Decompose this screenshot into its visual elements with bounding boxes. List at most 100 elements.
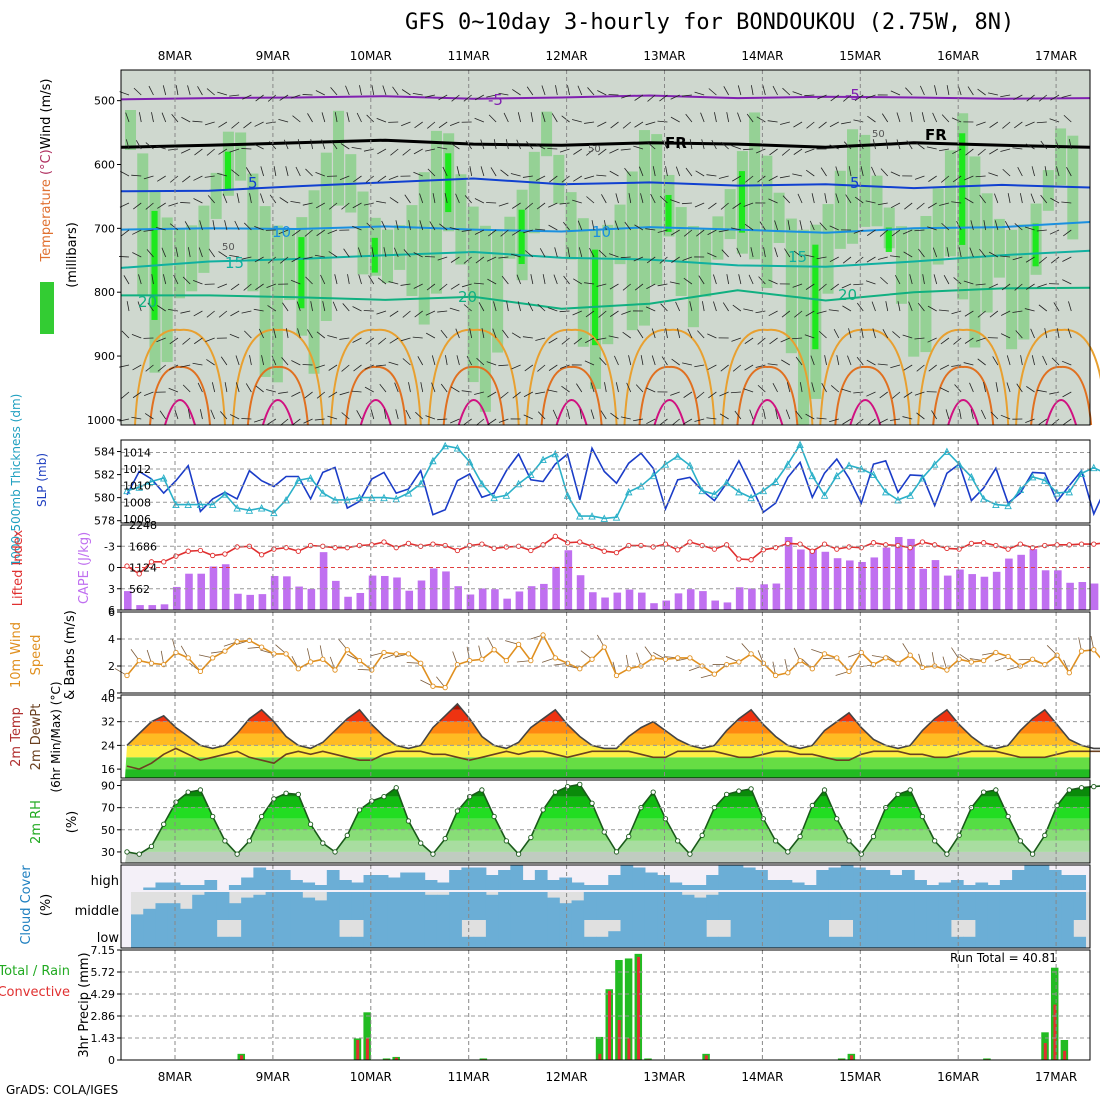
wind-barb [989,121,999,128]
temp-contour-30 [149,365,211,426]
wind-barb [599,357,607,366]
wind-barb [589,247,595,258]
lifted-index-line-marker [405,540,412,547]
wind-barb [587,87,595,96]
contour-label: 20 [138,293,157,311]
contour-label: 5 [248,174,258,192]
wind-barb [707,364,717,371]
cloud-high-bar [596,885,609,890]
wind-barb [671,256,680,263]
wind-barb [829,144,839,150]
lifted-index-line-marker [613,549,620,556]
wind-barb [890,364,901,369]
wind-barb [792,173,803,177]
rh-line-marker [418,840,424,846]
thickness-line-marker [221,490,229,498]
lifted-index-line-marker [944,545,950,552]
wind-barb [830,94,840,102]
isotherm-4 [120,249,1091,269]
rh-line-marker [173,799,179,805]
wind-barb [125,139,130,150]
rh-line-marker [577,781,583,788]
wind-barb [217,283,228,289]
rh-line-marker [772,838,779,844]
wind-barb [572,199,582,204]
wind-barb [721,141,729,150]
wind-barb [549,175,558,183]
wind-barb [449,307,460,312]
wind-barb [964,197,974,204]
wind-barb [425,148,436,152]
cape-bar [283,576,291,610]
wind-barb [523,391,534,398]
wind-barb [126,301,130,312]
temp-tick: 32 [101,716,115,729]
wind-barb [414,310,423,318]
precip-total-rain-label: Total / Rain [0,964,70,979]
li-tick: 0 [108,562,115,575]
wind-barb [193,198,203,204]
wind-barb [626,382,632,393]
wind-barb [1015,330,1023,339]
rh-shade-moderate [724,189,736,240]
wind-barb [1020,355,1023,366]
thickness-line-marker [796,440,804,449]
lifted-index-line-marker [1091,541,1097,547]
cape-axis-label-text: CAPE (J/kg) [77,532,92,604]
temp-contour-35 [164,399,196,426]
wind-barb [670,229,680,236]
cape-bar [919,568,928,610]
wind-speed-line-marker [809,666,815,672]
cape-bar [148,605,157,610]
wind-barb [249,193,252,204]
wind-speed-line-marker [418,660,424,666]
lifted-index-line-marker [662,541,669,547]
wind-barb [512,202,521,209]
wind-barb [290,94,301,99]
rh-axis-label-1-text: 2m RH [29,800,44,844]
wind-barb [125,112,130,123]
wind-barb [1056,166,1060,177]
wind-speed-line-marker [564,660,571,666]
wind-barb [706,417,717,420]
wind-barb [417,356,424,366]
wind-barb [685,113,693,123]
precip-tick: 7.15 [91,944,116,957]
wind-barb [267,256,277,264]
wind-barb [450,386,460,393]
wind-barb [511,364,521,370]
wind-barb [492,328,497,339]
thickness-line-marker [368,493,376,502]
slp-tick: 1012 [123,463,151,476]
wind-barb [425,415,436,420]
wind-barb [535,391,546,395]
wind-barb [475,256,485,264]
wind-barb [779,175,790,179]
wind-tick: 4 [108,633,115,646]
wind-barb [786,382,791,393]
cloud-frame [120,864,1091,949]
wind-barb [229,94,240,97]
wind-barb [192,120,203,123]
wind-barb [842,256,852,264]
rh-axis-label-2: (%) [65,811,80,834]
wind-barb [151,112,154,123]
cloud-low-bar [644,920,658,948]
wind-barb [681,202,692,205]
wind-barb [1061,360,1072,366]
wind-barb [932,247,938,258]
wind-barb [395,220,399,231]
cloud-low-bar [375,920,389,948]
cape-bar [870,557,879,610]
wind-barb [877,363,888,366]
wind-barb [162,85,167,96]
temp-tick: 16 [101,763,115,776]
wind-barb [415,411,423,420]
wind-barb [976,337,986,342]
wind-barb [880,168,889,177]
wind-barb [596,174,607,177]
wind-barb [683,277,693,285]
wind-barb [211,382,216,393]
contour-label: -5 [488,91,503,109]
wind-barb [548,337,558,344]
